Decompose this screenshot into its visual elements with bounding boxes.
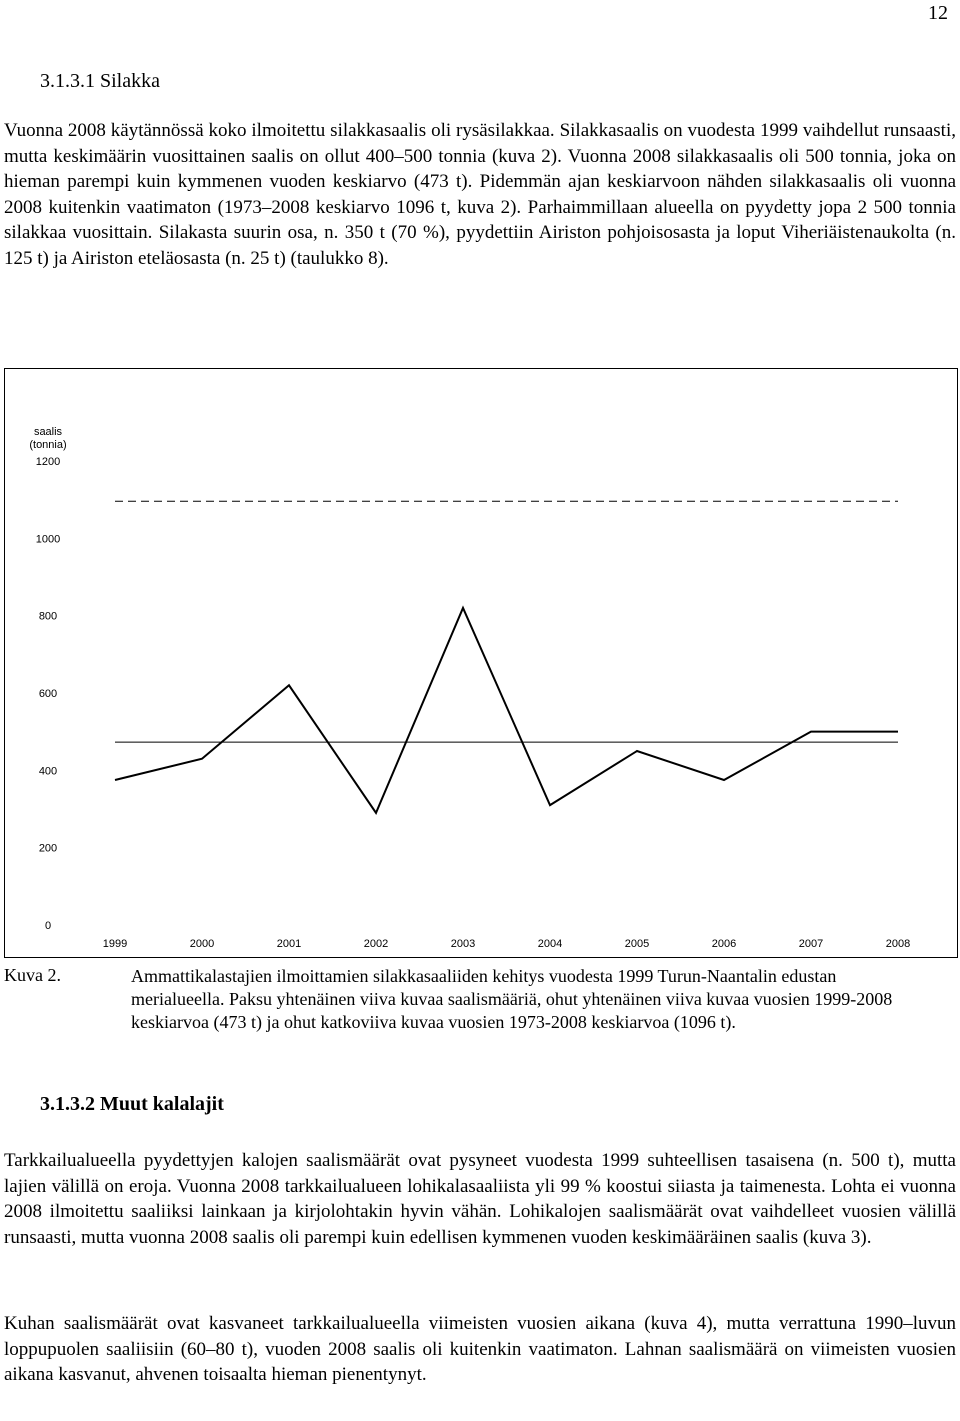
y-tick-label: 600 <box>39 688 57 700</box>
figure-caption-text: Ammattikalastajien ilmoittamien silakkas… <box>131 966 893 1032</box>
x-tick-label: 2003 <box>451 938 475 950</box>
y-tick-label: 1000 <box>36 533 60 545</box>
paragraph-kuha-lahna: Kuhan saalismäärät ovat kasvaneet tarkka… <box>4 1313 956 1386</box>
x-tick-label: 2007 <box>799 938 823 950</box>
x-tick-label: 2004 <box>538 938 562 950</box>
paragraph-silakka: Vuonna 2008 käytännössä koko ilmoitettu … <box>4 120 956 269</box>
figure-caption-label: Kuva 2. <box>4 965 61 985</box>
y-axis-label-line2: (tonnia) <box>29 439 66 451</box>
y-tick-label: 800 <box>39 611 57 623</box>
section-title-2: 3.1.3.2 Muut kalalajit <box>40 1093 224 1115</box>
page-number: 12 <box>928 2 948 24</box>
y-tick-label: 0 <box>45 920 51 932</box>
x-tick-label: 2005 <box>625 938 649 950</box>
y-axis-label-line1: saalis <box>34 426 63 438</box>
y-tick-labels: 1200 1000 800 600 400 200 0 <box>36 456 60 932</box>
y-tick-label: 200 <box>39 843 57 855</box>
paragraph-muut-kalalajit: Tarkkailualueella pyydettyjen kalojen sa… <box>4 1150 956 1248</box>
x-tick-label: 2002 <box>364 938 388 950</box>
y-tick-label: 400 <box>39 765 57 777</box>
x-tick-label: 2001 <box>277 938 301 950</box>
y-tick-label: 1200 <box>36 456 60 468</box>
catch-series-line <box>114 605 898 815</box>
x-tick-label: 1999 <box>103 938 127 950</box>
reference-lines <box>115 500 898 743</box>
section-title: 3.1.3.1 Silakka <box>40 70 160 92</box>
x-tick-labels: 1999 2000 2001 2002 2003 2004 2005 2006 2007 2008 <box>103 938 910 950</box>
x-tick-label: 2000 <box>190 938 214 950</box>
series-lines <box>114 605 898 815</box>
x-tick-label: 2008 <box>886 938 910 950</box>
x-tick-label: 2006 <box>712 938 736 950</box>
chart-frame: saalis (tonnia) 1200 1000 800 600 400 200 0 19… <box>4 368 958 958</box>
